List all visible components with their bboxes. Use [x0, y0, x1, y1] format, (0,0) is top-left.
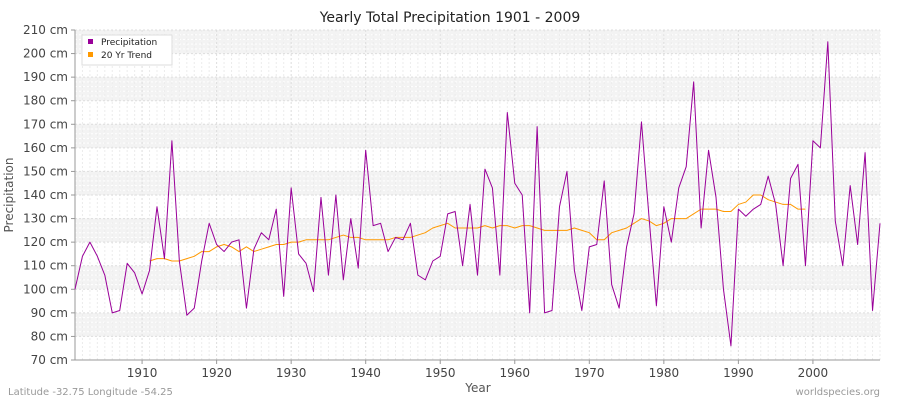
y-axis-label: Precipitation	[2, 157, 16, 232]
grid-band	[75, 312, 880, 337]
y-tick-label: 120 cm	[23, 235, 68, 249]
legend: Precipitation 20 Yr Trend	[81, 34, 173, 66]
location-caption: Latitude -32.75 Longitude -54.25	[8, 387, 173, 398]
x-tick-label: 1950	[425, 366, 456, 380]
y-tick-label: 100 cm	[23, 282, 68, 296]
y-tick-label: 140 cm	[23, 188, 68, 202]
y-tick-label: 180 cm	[23, 94, 68, 108]
x-tick-label: 1990	[723, 366, 754, 380]
y-tick-label: 110 cm	[23, 259, 68, 273]
y-tick-label: 160 cm	[23, 141, 68, 155]
y-tick-label: 70 cm	[31, 353, 68, 367]
x-tick-label: 1970	[574, 366, 605, 380]
y-tick-label: 130 cm	[23, 212, 68, 226]
legend-swatch-trend	[88, 52, 93, 57]
y-tick-label: 150 cm	[23, 164, 68, 178]
y-tick-label: 200 cm	[23, 47, 68, 61]
x-tick-label: 1920	[201, 366, 232, 380]
y-tick-label: 210 cm	[23, 23, 68, 37]
grid-band	[75, 77, 880, 101]
axes: 70 cm 80 cm 90 cm 100 cm 110 cm 120 cm 130 cm 1…	[23, 23, 880, 380]
x-tick-label: 1940	[350, 366, 381, 380]
y-tick-label: 190 cm	[23, 70, 68, 84]
grid	[74, 29, 881, 361]
legend-box	[81, 34, 173, 66]
series-layer	[74, 41, 881, 347]
chart-title: Yearly Total Precipitation 1901 - 2009	[319, 10, 581, 26]
source-caption: worldspecies.org	[796, 387, 880, 398]
y-tick-label: 170 cm	[23, 117, 68, 131]
x-axis-label: Year	[464, 381, 490, 395]
y-tick-label: 80 cm	[31, 329, 68, 343]
x-tick-label: 1980	[649, 366, 680, 380]
y-tick-label: 90 cm	[31, 306, 68, 320]
legend-label-trend: 20 Yr Trend	[101, 51, 152, 61]
legend-label-precipitation: Precipitation	[101, 38, 157, 48]
x-tick-label: 1930	[276, 366, 307, 380]
x-tick-label: 1960	[499, 366, 530, 380]
series-line-precipitation	[74, 41, 881, 347]
x-tick-label: 2000	[798, 366, 829, 380]
x-tick-label: 1910	[127, 366, 158, 380]
legend-swatch-precipitation	[88, 39, 93, 44]
series-line-trend	[149, 194, 806, 262]
